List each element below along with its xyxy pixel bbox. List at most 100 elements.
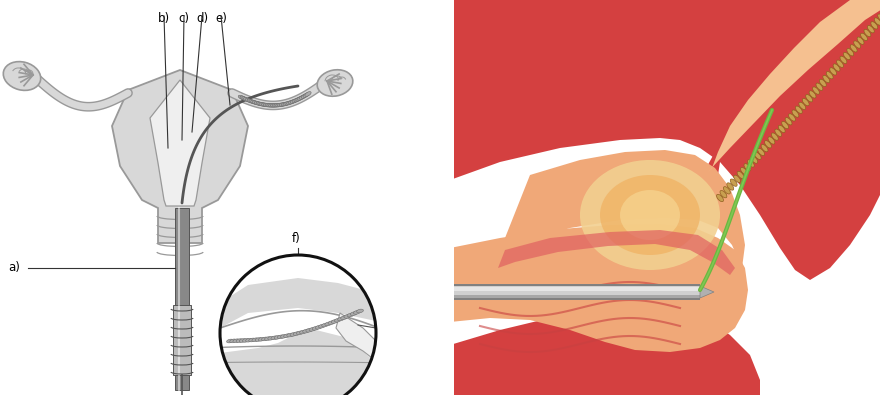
Ellipse shape	[347, 313, 354, 317]
Ellipse shape	[737, 171, 744, 179]
Ellipse shape	[274, 103, 281, 107]
Ellipse shape	[303, 329, 310, 333]
Ellipse shape	[4, 62, 40, 90]
Ellipse shape	[294, 98, 300, 102]
Text: c): c)	[178, 12, 189, 25]
Ellipse shape	[242, 339, 249, 342]
Ellipse shape	[871, 22, 877, 29]
Ellipse shape	[254, 102, 261, 105]
Ellipse shape	[716, 194, 723, 202]
Ellipse shape	[734, 175, 741, 182]
Ellipse shape	[809, 91, 816, 98]
Ellipse shape	[246, 98, 252, 102]
Ellipse shape	[315, 325, 322, 329]
Ellipse shape	[356, 309, 363, 313]
Ellipse shape	[322, 323, 328, 327]
Ellipse shape	[785, 118, 792, 125]
Ellipse shape	[290, 333, 297, 336]
Ellipse shape	[249, 100, 256, 103]
Ellipse shape	[317, 70, 353, 96]
Bar	[760, 355, 880, 395]
Ellipse shape	[267, 103, 274, 107]
Ellipse shape	[806, 94, 812, 102]
Ellipse shape	[864, 29, 871, 37]
Ellipse shape	[271, 336, 278, 340]
Ellipse shape	[812, 87, 819, 94]
Ellipse shape	[723, 187, 730, 194]
Ellipse shape	[261, 337, 268, 341]
Bar	[450, 287, 700, 291]
Ellipse shape	[847, 49, 854, 56]
Ellipse shape	[799, 102, 806, 109]
Ellipse shape	[260, 103, 267, 106]
Ellipse shape	[840, 56, 847, 64]
Ellipse shape	[331, 320, 338, 324]
Ellipse shape	[312, 326, 319, 330]
Ellipse shape	[251, 100, 258, 104]
Ellipse shape	[306, 328, 312, 332]
Ellipse shape	[792, 110, 799, 117]
Ellipse shape	[226, 339, 233, 343]
Ellipse shape	[309, 327, 316, 331]
Ellipse shape	[287, 333, 294, 337]
Ellipse shape	[796, 106, 803, 113]
Polygon shape	[336, 313, 376, 361]
Ellipse shape	[857, 37, 864, 44]
Text: d): d)	[196, 12, 209, 25]
Ellipse shape	[765, 141, 772, 148]
Ellipse shape	[242, 97, 248, 101]
Ellipse shape	[290, 99, 297, 103]
Ellipse shape	[341, 316, 348, 320]
Polygon shape	[708, 0, 880, 172]
Ellipse shape	[741, 167, 747, 175]
Polygon shape	[450, 0, 880, 280]
Text: f): f)	[292, 232, 301, 245]
Ellipse shape	[256, 102, 263, 105]
Ellipse shape	[285, 101, 291, 105]
Ellipse shape	[289, 100, 295, 104]
Ellipse shape	[270, 103, 277, 107]
Ellipse shape	[275, 335, 281, 339]
Ellipse shape	[240, 96, 246, 100]
Ellipse shape	[281, 335, 288, 338]
Ellipse shape	[233, 339, 239, 342]
Ellipse shape	[252, 338, 259, 342]
Bar	[448, 0, 454, 395]
Ellipse shape	[268, 103, 275, 107]
Ellipse shape	[778, 125, 785, 133]
Ellipse shape	[727, 183, 734, 190]
Ellipse shape	[301, 94, 308, 98]
Polygon shape	[450, 224, 748, 352]
Ellipse shape	[747, 160, 754, 167]
Ellipse shape	[850, 45, 857, 52]
Polygon shape	[220, 328, 376, 395]
Polygon shape	[150, 80, 210, 206]
Ellipse shape	[299, 95, 305, 99]
Ellipse shape	[819, 79, 826, 87]
Ellipse shape	[744, 164, 751, 171]
Ellipse shape	[350, 312, 357, 316]
Ellipse shape	[292, 98, 298, 103]
Bar	[450, 295, 700, 298]
Ellipse shape	[297, 96, 304, 100]
Ellipse shape	[751, 156, 758, 163]
Ellipse shape	[328, 321, 335, 325]
Ellipse shape	[238, 95, 245, 100]
Ellipse shape	[877, 14, 880, 21]
Ellipse shape	[272, 103, 279, 107]
Ellipse shape	[283, 102, 290, 105]
Ellipse shape	[283, 334, 290, 338]
Ellipse shape	[344, 314, 351, 318]
Bar	[173, 305, 191, 375]
Ellipse shape	[303, 93, 310, 98]
Bar	[175, 208, 189, 390]
Ellipse shape	[230, 339, 237, 343]
Ellipse shape	[761, 145, 768, 152]
Ellipse shape	[868, 26, 875, 33]
Ellipse shape	[861, 33, 868, 41]
Ellipse shape	[837, 60, 843, 68]
Ellipse shape	[282, 102, 288, 106]
Ellipse shape	[304, 92, 312, 96]
Polygon shape	[220, 278, 376, 328]
Ellipse shape	[296, 97, 302, 101]
